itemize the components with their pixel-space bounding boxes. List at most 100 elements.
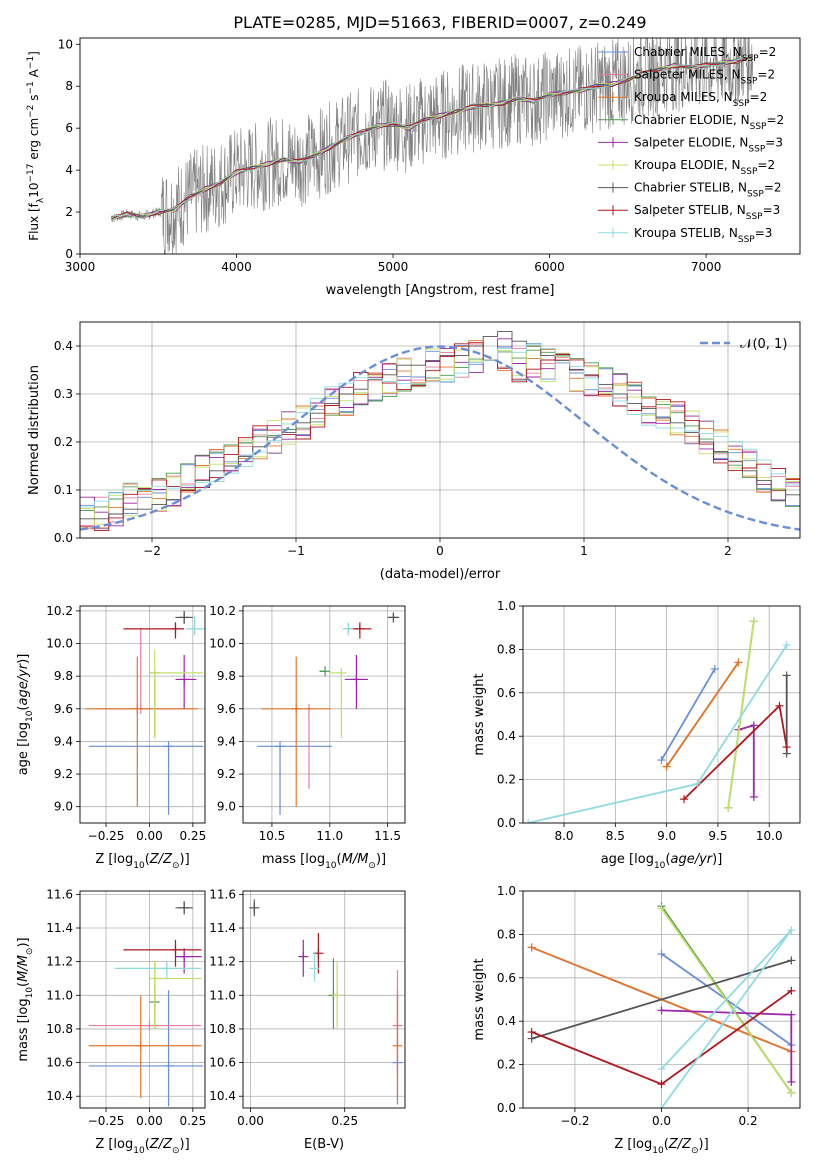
weight_vs_age-xtick-label: 9.0	[657, 829, 676, 843]
weight_vs_z-ytick-label: 0.0	[497, 1101, 516, 1115]
spectrum-xtick-label: 3000	[65, 260, 96, 274]
weight-line	[660, 668, 716, 761]
residuals-xtick-label: −2	[143, 544, 161, 558]
age_vs_z-xtick-label: 0.25	[179, 829, 206, 843]
weight_vs_z-xtick-label: −0.2	[560, 1114, 589, 1128]
mass_vs_z-xtick-label: 0.00	[136, 1114, 163, 1128]
weight_vs_age-axes: 8.0 8.5 9.0 9.5 10.0 0.0 0.2 0.4 0.6 0.8 1.0	[497, 599, 800, 843]
residuals-xtick-label: 0	[436, 544, 444, 558]
legend-entry: Salpeter ELODIE, NSSP=3	[634, 135, 783, 154]
mass_vs_ebv-ytick-label: 11.4	[209, 921, 236, 935]
spectrum-xtick-label: 5000	[378, 260, 409, 274]
weight_vs_z-ylabel: mass weight	[472, 958, 487, 1040]
spectrum-plot-area	[111, 38, 754, 254]
age_vs_mass-ytick-label: 9.0	[217, 800, 236, 814]
legend-entry: Salpeter MILES, NSSP=2	[634, 68, 775, 87]
age_vs_z-ytick-label: 9.6	[54, 702, 73, 716]
weight_vs_age-ytick-label: 1.0	[497, 599, 516, 613]
weight-line	[527, 644, 788, 823]
age_vs_mass-xlabel: mass [log10(M/M⊙)]	[262, 852, 386, 871]
age_vs_z-plot-area	[85, 610, 205, 815]
weight_vs_z-ytick-label: 0.8	[497, 927, 516, 941]
spectrum-ytick-label: 0	[65, 247, 73, 261]
residuals-frame	[79, 321, 801, 539]
weight_vs_z-frame	[522, 890, 801, 1109]
weight_vs_age-xtick-label: 10.0	[756, 829, 783, 843]
age_vs_mass-xtick-label: 11.0	[316, 829, 343, 843]
mass_vs_ebv-xtick-label: 0.25	[331, 1114, 358, 1128]
residuals-xtick-label: 1	[580, 544, 588, 558]
spectrum-ytick-label: 2	[65, 205, 73, 219]
weight_vs_age-xtick-label: 8.5	[606, 829, 625, 843]
age_vs_mass-ytick-label: 9.6	[217, 702, 236, 716]
age_vs_z-ytick-label: 9.8	[54, 669, 73, 683]
spectrum-xtick-label: 7000	[691, 260, 722, 274]
spectrum-ytick-label: 6	[65, 121, 73, 135]
residuals-ytick-label: 0.0	[54, 531, 73, 545]
spectrum-axes: 3000 4000 5000 6000 7000 0 2 4 6 8 10	[58, 37, 722, 274]
legend-entry: Salpeter STELIB, NSSP=3	[634, 203, 780, 222]
age_vs_z-ytick-label: 10.2	[46, 604, 73, 618]
mass_vs_z-ytick-label: 10.6	[46, 1056, 73, 1070]
weight_vs_z-axes: −0.2 0.0 0.2 0.0 0.2 0.4 0.6 0.8 1.0	[497, 884, 800, 1128]
weight_vs_age-xtick-label: 8.0	[554, 829, 573, 843]
mass_vs_z-ylabel: mass [log10(M/M⊙)]	[16, 937, 35, 1061]
mass_vs_z-xtick-label: −0.25	[88, 1114, 125, 1128]
mass_vs_ebv-axes: 0.00 0.25 10.4 10.6 10.8 11.0 11.2 11.4 11.6	[209, 887, 405, 1128]
weight_vs_z-plot-area	[527, 902, 796, 1108]
age_vs_z-xlabel: Z [log10(Z/Z⊙)]	[95, 852, 189, 871]
weight_vs_z-ytick-label: 1.0	[497, 884, 516, 898]
residuals-ytick-label: 0.4	[54, 339, 73, 353]
weight-line	[660, 929, 793, 1108]
figure-title: PLATE=0285, MJD=51663, FIBERID=0007, z=0…	[233, 13, 646, 32]
weight_vs_z-ytick-label: 0.4	[497, 1014, 516, 1028]
spectrum-xtick-label: 6000	[534, 260, 565, 274]
mass_vs_z-frame	[79, 890, 206, 1109]
residuals-xtick-label: −1	[287, 544, 305, 558]
spectrum-xtick-label: 4000	[221, 260, 252, 274]
spectrum-xlabel: wavelength [Angstrom, rest frame]	[326, 283, 555, 298]
weight_vs_age-ytick-label: 0.4	[497, 729, 516, 743]
age_vs_mass-ytick-label: 9.2	[217, 767, 236, 781]
weight-line	[665, 661, 740, 768]
weight_vs_age-ylabel: mass weight	[472, 673, 487, 755]
gauss-legend-label: 𝒩(0, 1)	[740, 337, 787, 352]
mass_vs_z-ytick-label: 11.2	[46, 955, 73, 969]
weight_vs_z-xtick-label: 0.0	[652, 1114, 671, 1128]
age_vs_z-ytick-label: 9.2	[54, 767, 73, 781]
mass_vs_z-plot-area	[88, 901, 204, 1107]
weight_vs_age-plot-area	[524, 617, 791, 823]
weight_vs_age-frame	[522, 605, 801, 824]
legend-entry: Kroupa MILES, NSSP=2	[634, 90, 767, 109]
residuals-axes: −2 −1 0 1 2 0.0 0.1 0.2 0.3 0.4	[54, 322, 800, 558]
spectrum-frame	[79, 37, 801, 255]
age_vs_z-xtick-label: 0.00	[136, 829, 163, 843]
weight_vs_age-xlabel: age [log10(age/yr)]	[601, 852, 723, 871]
age_vs_z-ytick-label: 10.0	[46, 637, 73, 651]
mass_vs_z-xlabel: Z [log10(Z/Z⊙)]	[95, 1137, 189, 1156]
legend-entry: Kroupa ELODIE, NSSP=2	[634, 158, 775, 177]
weight_vs_age-ytick-label: 0.2	[497, 773, 516, 787]
age_vs_z-ytick-label: 9.4	[54, 734, 73, 748]
age_vs_mass-ytick-label: 10.2	[209, 604, 236, 618]
residuals-xtick-label: 2	[724, 544, 732, 558]
residuals-ytick-label: 0.2	[54, 435, 73, 449]
residual-histogram-series	[80, 343, 800, 508]
residual-histogram-series	[80, 331, 800, 520]
mass_vs_ebv-xtick-label: 0.00	[237, 1114, 264, 1128]
age_vs_z-xtick-label: −0.25	[88, 829, 125, 843]
legend-entry: Chabrier ELODIE, NSSP=2	[634, 113, 784, 132]
spectrum-ylabel: Flux [fλ10−17 erg cm−2 s−1 A−1]	[26, 51, 46, 241]
mass_vs_z-xtick-label: 0.25	[179, 1114, 206, 1128]
spectrum-data-line	[111, 38, 753, 254]
age_vs_mass-plot-area	[256, 612, 400, 815]
weight_vs_age-xtick-label: 9.5	[708, 829, 727, 843]
mass_vs_z-ytick-label: 11.4	[46, 921, 73, 935]
age_vs_mass-ytick-label: 9.4	[217, 734, 236, 748]
weight_vs_z-xtick-label: 0.2	[739, 1114, 758, 1128]
weight_vs_z-ytick-label: 0.6	[497, 971, 516, 985]
residuals-plot-area	[80, 331, 800, 532]
mass_vs_ebv-ytick-label: 11.2	[209, 955, 236, 969]
spectrum-ytick-label: 10	[58, 37, 73, 51]
